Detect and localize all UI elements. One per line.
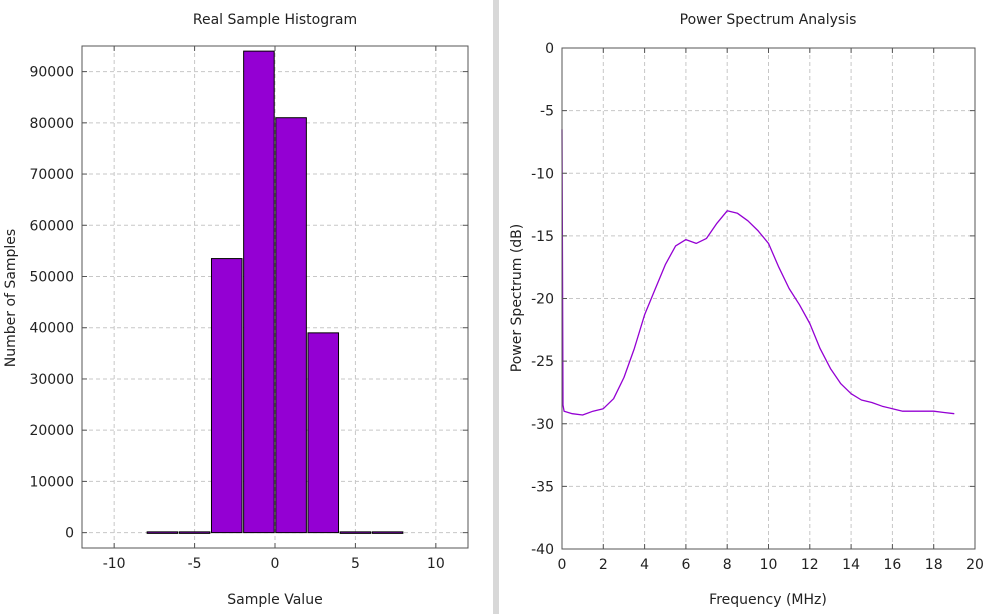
histogram-xlabel: Sample Value (227, 592, 322, 608)
spectrum-title: Power Spectrum Analysis (680, 12, 857, 28)
y-tick-label: -20 (531, 292, 554, 308)
histogram-grid (82, 46, 468, 548)
histogram-ylabel: Number of Samples (3, 229, 19, 367)
y-tick-label: -10 (531, 166, 554, 182)
spectrum-series-line (561, 129, 955, 416)
spectrum-ylabel: Power Spectrum (dB) (509, 224, 525, 372)
x-tick-label: -10 (103, 556, 126, 572)
y-tick-label: 10000 (29, 474, 74, 490)
histogram-ticks: -10 -5 0 5 10 0 10000 20000 30000 40000 50000 60000… (29, 46, 468, 572)
spectrum-chart: Power Spectrum Analysis Frequency (MHz) … (509, 12, 984, 608)
x-tick-label: 0 (558, 557, 567, 573)
y-tick-label: 20000 (29, 423, 74, 439)
x-tick-label: 2 (599, 557, 608, 573)
spectrum-xlabel: Frequency (MHz) (709, 592, 827, 608)
y-tick-label: 0 (65, 526, 74, 542)
y-tick-label: 70000 (29, 167, 74, 183)
histogram-title: Real Sample Histogram (193, 12, 357, 28)
histogram-bar (275, 117, 307, 534)
histogram-bar (178, 531, 211, 534)
x-tick-label: 6 (681, 557, 690, 573)
x-tick-label: 20 (966, 557, 984, 573)
histogram-bar (307, 332, 340, 534)
histogram-bar (339, 531, 372, 534)
histogram-bar (243, 50, 275, 534)
y-tick-label: 80000 (29, 116, 74, 132)
histogram-plot-frame (81, 45, 469, 549)
panel-divider[interactable] (493, 0, 499, 614)
y-tick-label: -40 (531, 542, 554, 558)
x-tick-label: 0 (271, 556, 280, 572)
histogram-bar (210, 258, 243, 534)
x-tick-label: 10 (427, 556, 445, 572)
y-tick-label: -5 (540, 104, 554, 120)
y-tick-label: 50000 (29, 270, 74, 286)
x-tick-label: -5 (188, 556, 202, 572)
y-tick-label: -15 (531, 229, 554, 245)
histogram-bar (146, 531, 179, 534)
y-tick-label: 60000 (29, 218, 74, 234)
y-tick-label: 0 (545, 41, 554, 57)
histogram-bars (146, 50, 404, 534)
x-tick-label: 18 (925, 557, 943, 573)
y-tick-label: 30000 (29, 372, 74, 388)
y-tick-label: 90000 (29, 65, 74, 81)
y-tick-label: -25 (531, 354, 554, 370)
histogram-chart: Real Sample Histogram Sample Value Numbe… (3, 12, 469, 608)
y-tick-label: -30 (531, 417, 554, 433)
x-tick-label: 8 (723, 557, 732, 573)
x-tick-label: 10 (760, 557, 778, 573)
x-tick-label: 16 (883, 557, 901, 573)
y-tick-label: -35 (531, 479, 554, 495)
spectrum-plot-frame (561, 47, 976, 550)
histogram-bar (371, 531, 404, 534)
x-tick-label: 12 (801, 557, 819, 573)
x-tick-label: 4 (640, 557, 649, 573)
x-tick-label: 5 (351, 556, 360, 572)
y-tick-label: 40000 (29, 321, 74, 337)
spectrum-line-layer (561, 129, 955, 416)
x-tick-label: 14 (842, 557, 860, 573)
